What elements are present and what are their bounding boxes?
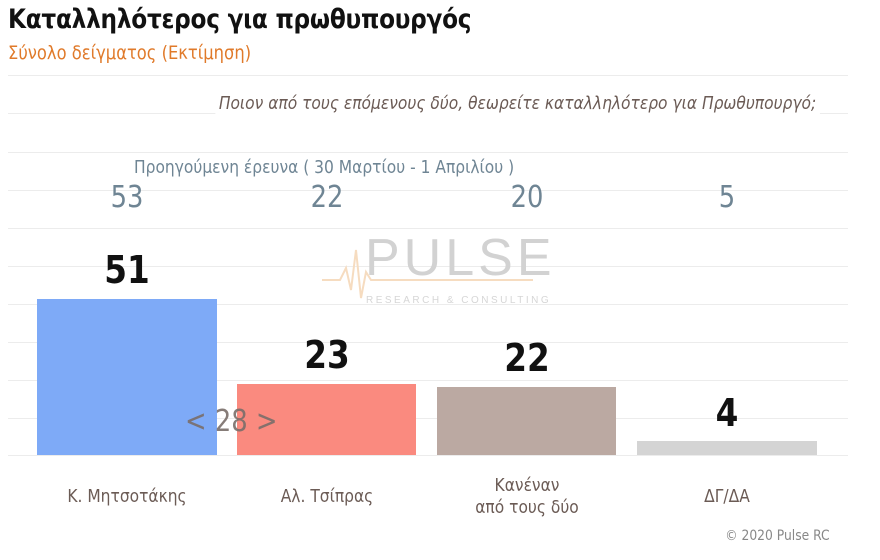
bar-mitsotakis [37, 299, 217, 455]
gridline [8, 380, 848, 381]
category-label-line: Αλ. Τσίπρας [280, 486, 374, 507]
category-label-mitsotakis: Κ. Μητσοτάκης [50, 486, 205, 508]
value-label-dk-na: 4 [715, 391, 739, 435]
gridline [8, 152, 848, 153]
survey-question: Ποιον από τους επόμενους δύο, θεωρείτε κ… [215, 93, 820, 114]
category-label-line: από τους δύο [475, 497, 579, 518]
gridline [8, 455, 848, 456]
gridline [8, 190, 848, 191]
category-label-tsipras: Αλ. Τσίπρας [250, 486, 405, 508]
previous-value-tsipras: 22 [310, 180, 344, 215]
bar-tsipras [237, 384, 416, 455]
category-label-dk-na: ΔΓ/ΔΑ [650, 486, 805, 508]
gridline [8, 342, 848, 343]
category-label-line: Κ. Μητσοτάκης [67, 486, 187, 507]
watermark-tagline: RESEARCH & CONSULTING [366, 295, 552, 306]
value-label-tsipras: 23 [304, 333, 350, 377]
chart-subtitle: Σύνολο δείγματος (Εκτίμηση) [8, 42, 252, 64]
previous-survey-label: Προηγούμενη έρευνα ( 30 Μαρτίου - 1 Απρι… [134, 157, 515, 178]
gridline [8, 418, 848, 419]
gridline [8, 228, 848, 229]
difference-annotation: < 28 > [185, 404, 278, 439]
gridline [8, 75, 848, 76]
bar-none [437, 387, 616, 455]
category-label-line: ΔΓ/ΔΑ [704, 486, 750, 507]
bar-dk-na [637, 441, 817, 455]
previous-value-mitsotakis: 53 [110, 180, 144, 215]
copyright-text: © 2020 Pulse RC [725, 528, 830, 544]
chart-title: Καταλληλότερος για πρωθυπουργός [8, 4, 472, 35]
watermark-brand: PULSE [365, 229, 556, 287]
category-label-none: Κανέναν από τους δύο [450, 475, 605, 519]
value-label-none: 22 [504, 336, 550, 380]
previous-value-none: 20 [510, 180, 544, 215]
gridline [8, 304, 848, 305]
value-label-mitsotakis: 51 [104, 248, 150, 292]
category-label-line: Κανέναν [494, 475, 560, 496]
previous-value-dk-na: 5 [718, 180, 736, 215]
